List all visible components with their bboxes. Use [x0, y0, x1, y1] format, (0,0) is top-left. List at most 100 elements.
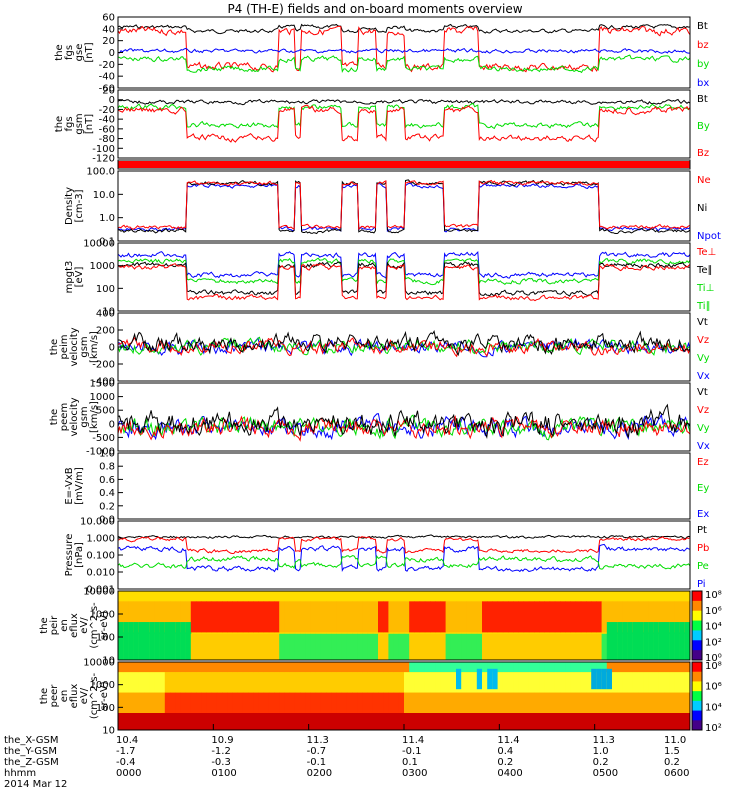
x-row-label: the_Y-GSM: [4, 746, 58, 757]
colorbar-label: 10⁶: [705, 606, 722, 617]
y-tick-label: -400: [92, 377, 115, 388]
y-tick-label: -20: [99, 60, 115, 71]
x-row-label: the_Z-GSM: [4, 757, 59, 768]
y-tick-label: -200: [92, 360, 115, 371]
y-tick-label: 0: [109, 48, 115, 59]
y-tick-label: -60: [99, 124, 115, 135]
y-tick-label: 0.8: [99, 462, 115, 473]
y-tick-label: 10: [102, 307, 115, 318]
ne-trace: [117, 179, 691, 231]
y-axis-title-line: en: [59, 619, 70, 632]
ti-perp-trace: [117, 250, 691, 280]
legend-label: Vy: [697, 353, 710, 364]
legend-label: Te∥: [696, 265, 713, 276]
y-axis-title-line: gsm: [79, 406, 90, 427]
y-tick-label: 1.0: [99, 449, 115, 460]
legend-label: Vz: [697, 335, 709, 346]
y-axis-title: thepeirenefluxeV/(cm^2-s-sr-eV): [39, 602, 110, 649]
colorbar-label: 10⁶: [705, 682, 722, 693]
x-row-value: 0300: [402, 768, 428, 779]
x-row-value: -1.2: [211, 746, 231, 757]
y-tick-label: 0.010: [86, 568, 115, 579]
legend-label: Vx: [697, 371, 710, 382]
x-row-value: 0100: [211, 768, 237, 779]
y-tick-label: 500: [96, 406, 115, 417]
pi-trace: [117, 543, 691, 573]
y-tick-label: -80: [99, 134, 115, 145]
panel-frame: [117, 452, 691, 520]
y-tick-label: 1000: [90, 392, 115, 403]
y-axis-title: thefgsgse[nT]: [54, 42, 95, 62]
legend-label: Bt: [697, 94, 708, 105]
bz-trace: [117, 25, 691, 73]
y-axis-title-line: peir: [49, 615, 60, 635]
y-tick-label: 20: [102, 86, 115, 97]
x-row-value: 11.3: [592, 735, 615, 746]
x-row-value: 0.2: [497, 757, 514, 768]
panel-frame: [117, 89, 691, 159]
legend-label: Vt: [697, 317, 708, 328]
y-tick-label: 0.4: [99, 488, 115, 499]
x-row-value: 0500: [592, 768, 619, 779]
y-axis-title-line: peer: [49, 684, 60, 708]
y-axis-title-line: gsm: [79, 336, 90, 357]
x-row-value: 10.4: [116, 735, 139, 746]
legend-label: Ex: [697, 509, 709, 520]
peim-vt-trace: [118, 329, 691, 357]
x-row-value: 0.1: [402, 757, 418, 768]
y-tick-label: -60: [99, 84, 115, 95]
y-axis-title: Density[cm-3]: [64, 187, 85, 225]
pb-trace: [117, 536, 691, 555]
legend-label: bz: [697, 40, 709, 51]
y-tick-label: 0.0: [99, 515, 115, 526]
y-axis-title-line: [km/s]: [89, 401, 100, 433]
colorbar-label: 10⁸: [705, 661, 722, 672]
legend-label: Ni: [697, 203, 707, 214]
flag-bar: [118, 161, 690, 168]
legend-label: by: [697, 59, 709, 70]
legend-label: Ne: [697, 175, 711, 186]
x-row-value: 0.2: [664, 757, 680, 768]
y-axis-title-line: mpgt3: [64, 261, 75, 294]
colorbar-label: 10⁴: [705, 622, 722, 633]
by-gsm-trace: [117, 102, 691, 130]
y-axis-title-line: velocity: [69, 397, 80, 436]
legend-label: Ti⊥: [696, 283, 714, 294]
peim-vy-trace: [117, 336, 691, 356]
legend-label: Bz: [697, 148, 709, 159]
x-row-value: 0.4: [497, 746, 514, 757]
colorbar: 10⁸ 10⁶ 10⁴ 10²: [691, 661, 722, 734]
legend-label: Vx: [697, 441, 710, 452]
y-tick-label: 10000: [83, 658, 115, 669]
colorbar-label: 10⁴: [705, 702, 722, 713]
y-axis-title: E=-VxB[mV/m]: [64, 467, 85, 505]
y-tick-label: 0.100: [86, 551, 115, 562]
y-axis-title-line: sr-eV): [99, 611, 110, 640]
y-tick-label: -40: [99, 115, 115, 126]
legend-label: Vy: [697, 423, 710, 434]
legend-label: Npot: [697, 231, 721, 242]
y-axis-title-line: the: [39, 617, 50, 633]
y-axis-title-line: en: [59, 690, 70, 703]
y-axis-title-line: gsm: [74, 113, 85, 134]
peir-spectrogram: [118, 591, 691, 660]
legend-label: Vt: [697, 387, 708, 398]
ti-par-trace: [117, 257, 691, 286]
x-row-value: -0.1: [402, 746, 422, 757]
x-row-value: 11.4: [402, 735, 425, 746]
by-trace: [117, 54, 691, 74]
y-tick-label: 200: [96, 326, 115, 337]
y-tick-label: 0.6: [99, 475, 115, 486]
x-row-value: 11.4: [497, 735, 520, 746]
chart-title: P4 (TH-E) fields and on-board moments ov…: [227, 2, 523, 16]
y-tick-label: 40: [102, 24, 115, 35]
legend-label: Te⊥: [696, 247, 716, 258]
y-axis-title-line: eV/: [79, 687, 90, 704]
panel-frame: [117, 170, 691, 242]
y-axis-title-line: peem: [59, 403, 70, 431]
y-tick-label: 60: [102, 13, 115, 24]
x-row-value: 0200: [306, 768, 333, 779]
y-axis-title: thepeimvelocitygsm[km/s]: [49, 327, 100, 366]
y-tick-label: -120: [92, 154, 115, 165]
